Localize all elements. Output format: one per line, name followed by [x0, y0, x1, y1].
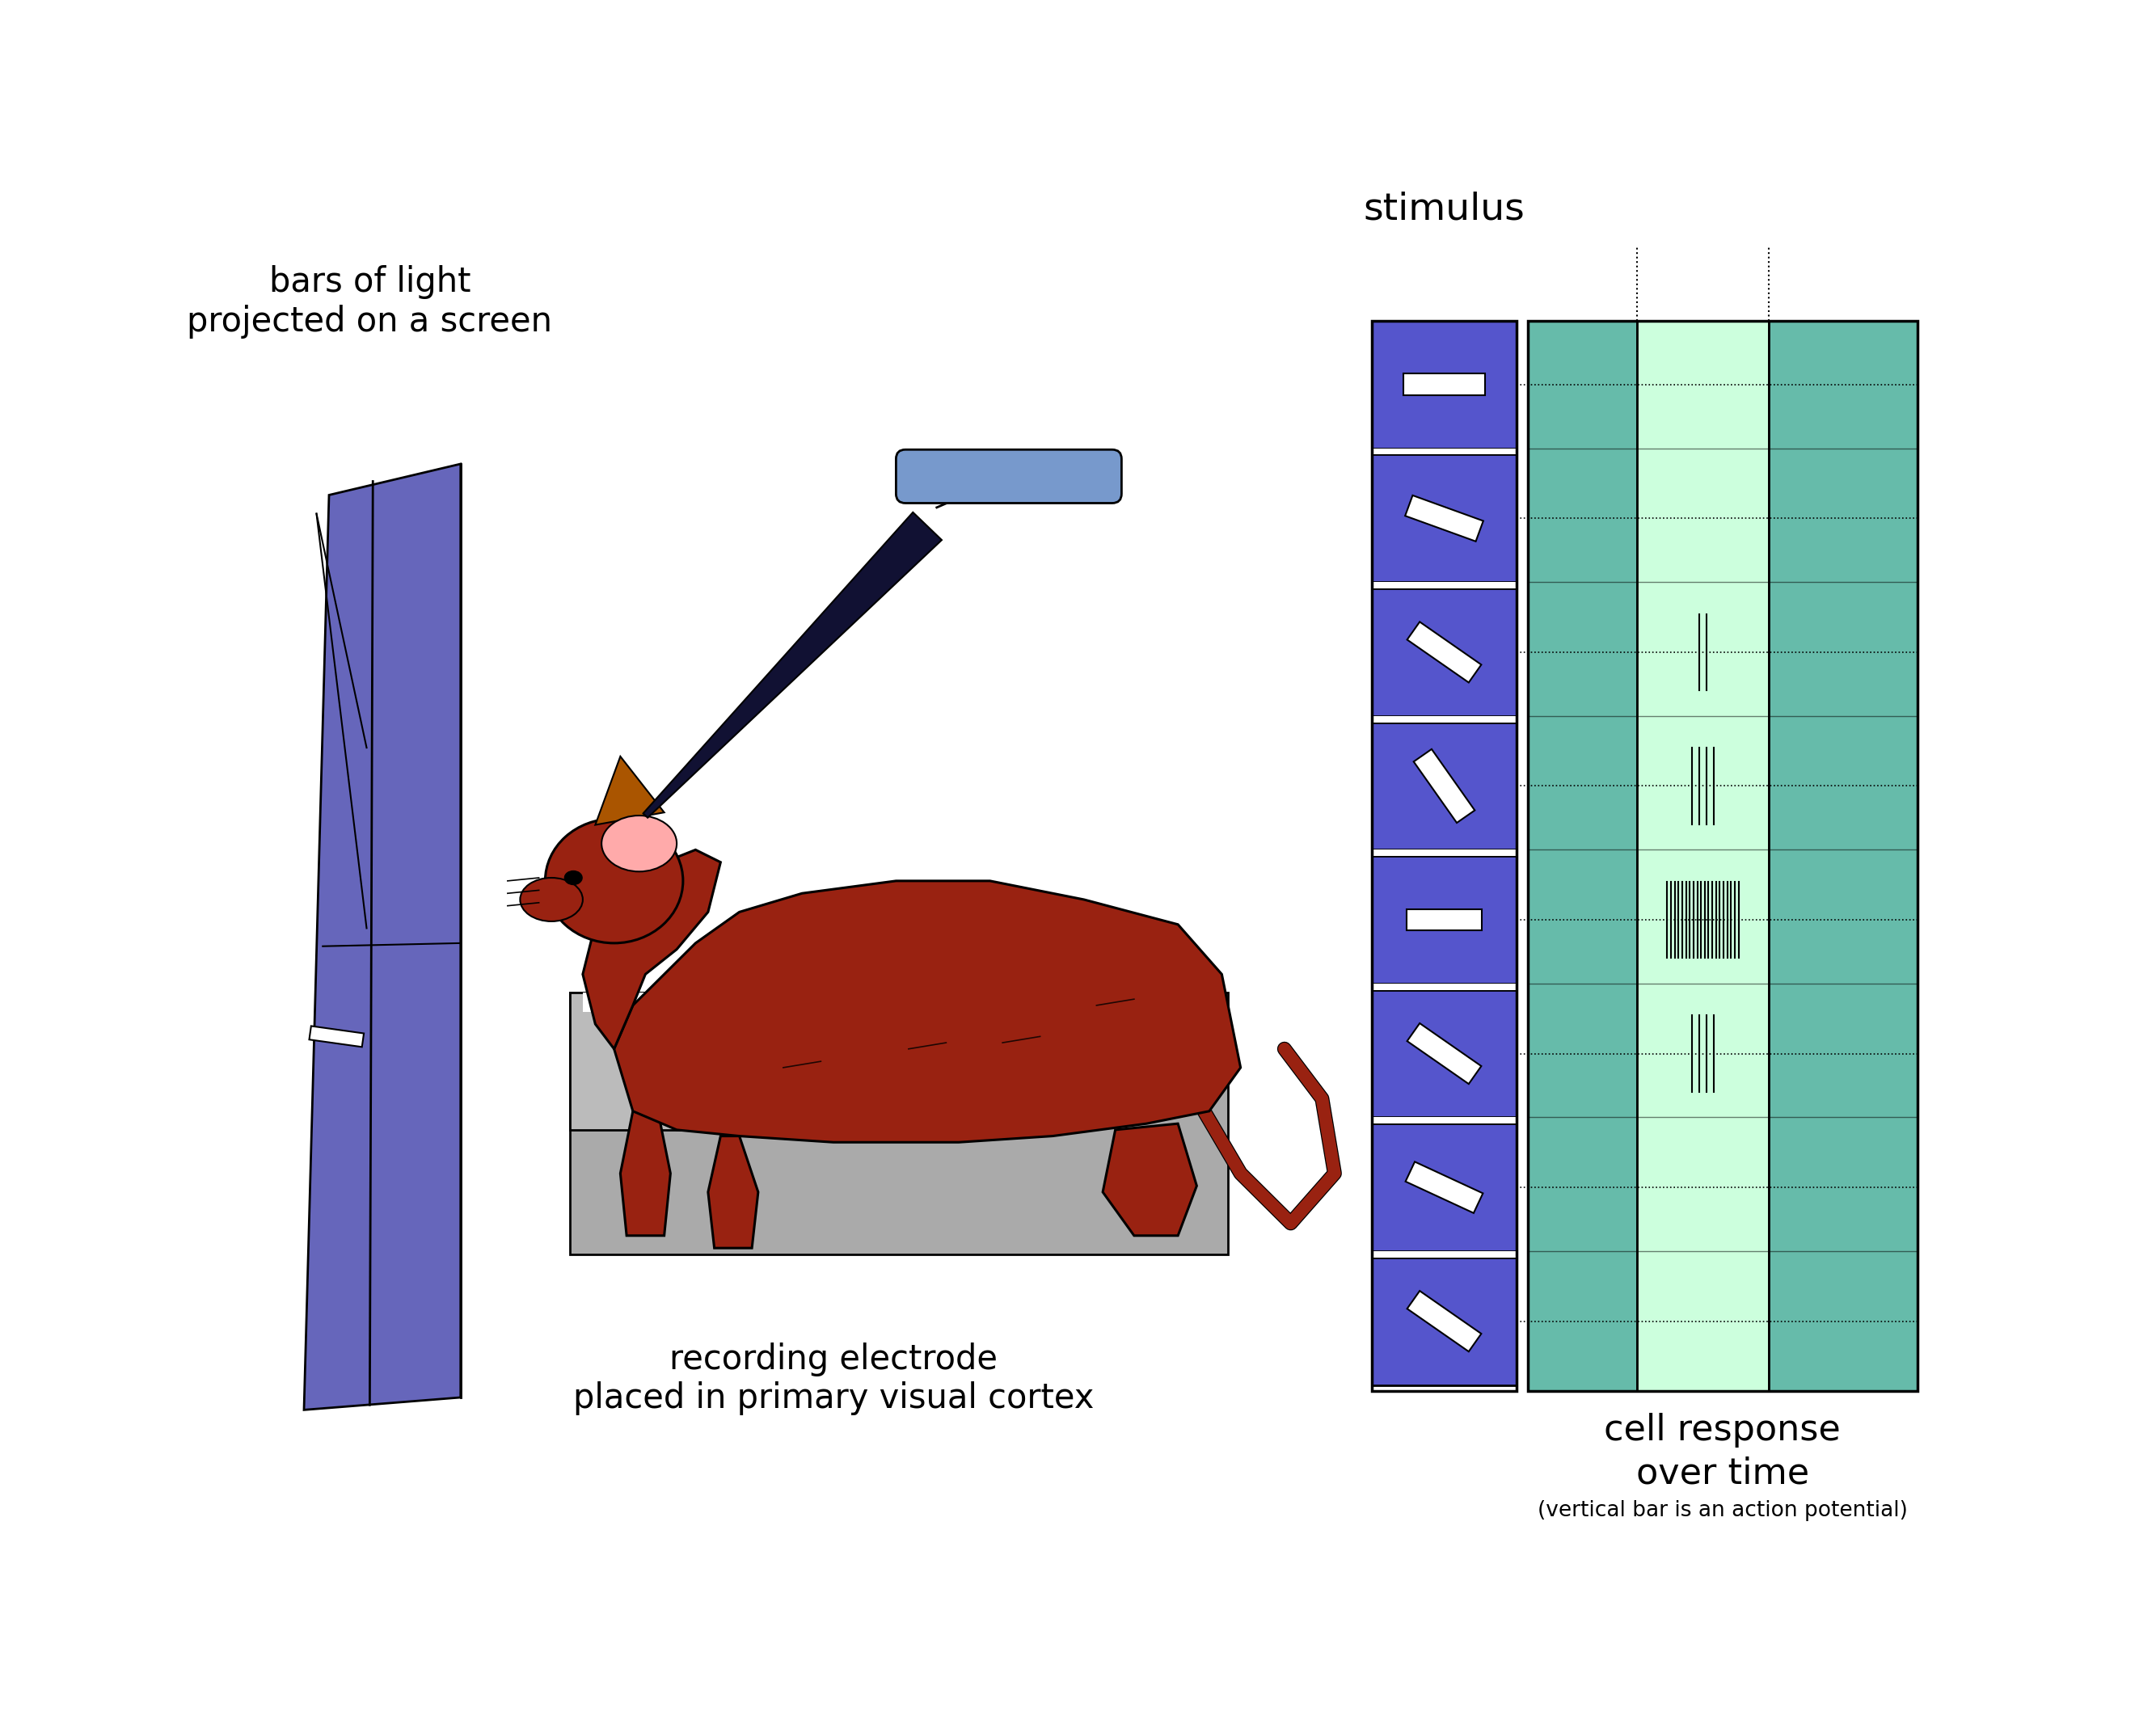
FancyBboxPatch shape: [1371, 984, 1516, 990]
Polygon shape: [1406, 495, 1483, 541]
Polygon shape: [1408, 1024, 1481, 1084]
Polygon shape: [1408, 1291, 1481, 1352]
FancyBboxPatch shape: [1371, 857, 1516, 984]
FancyBboxPatch shape: [582, 993, 696, 1012]
Text: bars of light
projected on a screen: bars of light projected on a screen: [188, 265, 552, 338]
FancyBboxPatch shape: [1371, 1117, 1516, 1124]
Polygon shape: [621, 1112, 671, 1236]
Polygon shape: [1406, 1162, 1483, 1214]
Polygon shape: [1414, 750, 1475, 822]
Ellipse shape: [565, 871, 582, 884]
Polygon shape: [642, 512, 942, 817]
FancyBboxPatch shape: [569, 993, 707, 1129]
Polygon shape: [582, 850, 720, 1048]
Ellipse shape: [520, 878, 582, 921]
Polygon shape: [1102, 1124, 1197, 1236]
Polygon shape: [1408, 622, 1481, 683]
FancyBboxPatch shape: [897, 450, 1121, 503]
Polygon shape: [1406, 909, 1481, 931]
FancyBboxPatch shape: [569, 993, 1229, 1255]
FancyBboxPatch shape: [1371, 583, 1516, 588]
Polygon shape: [707, 1136, 759, 1248]
Text: stimulus: stimulus: [1363, 191, 1524, 228]
FancyBboxPatch shape: [1371, 1252, 1516, 1257]
FancyBboxPatch shape: [1371, 321, 1516, 448]
FancyBboxPatch shape: [1371, 1124, 1516, 1252]
FancyBboxPatch shape: [1636, 321, 1770, 1391]
Text: cell response
over time: cell response over time: [1604, 1414, 1841, 1491]
Polygon shape: [614, 881, 1240, 1143]
FancyBboxPatch shape: [1529, 321, 1636, 1391]
FancyBboxPatch shape: [1770, 321, 1917, 1391]
FancyBboxPatch shape: [1371, 722, 1516, 850]
Text: (vertical bar is an action potential): (vertical bar is an action potential): [1537, 1500, 1908, 1521]
FancyBboxPatch shape: [1371, 448, 1516, 455]
FancyBboxPatch shape: [1371, 588, 1516, 715]
FancyBboxPatch shape: [1371, 455, 1516, 583]
Ellipse shape: [602, 815, 677, 872]
Polygon shape: [1404, 374, 1485, 395]
Text: recording electrode
placed in primary visual cortex: recording electrode placed in primary vi…: [573, 1343, 1093, 1415]
FancyBboxPatch shape: [1371, 990, 1516, 1117]
FancyBboxPatch shape: [1371, 1257, 1516, 1384]
FancyBboxPatch shape: [1371, 850, 1516, 857]
Polygon shape: [595, 757, 664, 824]
Ellipse shape: [545, 819, 683, 943]
Polygon shape: [304, 464, 461, 1410]
FancyBboxPatch shape: [1371, 715, 1516, 722]
Polygon shape: [308, 1026, 364, 1046]
